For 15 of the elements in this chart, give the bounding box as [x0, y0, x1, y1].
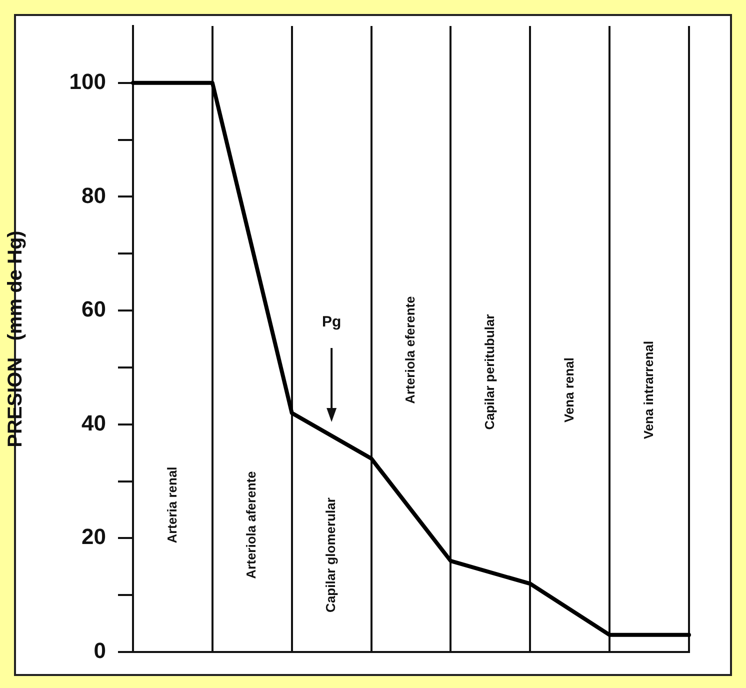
annotation: Vena renal: [561, 357, 576, 423]
annotation: Vena intrarrenal: [640, 340, 656, 440]
annotation: Arteria renal: [164, 466, 180, 544]
annotation: Pg: [322, 314, 342, 331]
annotation: Arteriola aferente: [244, 471, 259, 579]
y-axis-title: PRESION (mm de Hg): [4, 230, 27, 448]
annotation: Capilar peritubular: [482, 314, 498, 430]
annotation: Arteriola eferente: [402, 296, 418, 404]
annotation: Capilar glomerular: [323, 498, 338, 612]
y-tick-label: 20: [82, 524, 106, 550]
y-tick-label: 40: [82, 410, 106, 436]
y-tick-label: 60: [82, 296, 106, 322]
y-tick-label: 0: [94, 638, 106, 664]
y-tick-label: 100: [69, 68, 106, 94]
y-tick-label: 80: [82, 182, 106, 208]
